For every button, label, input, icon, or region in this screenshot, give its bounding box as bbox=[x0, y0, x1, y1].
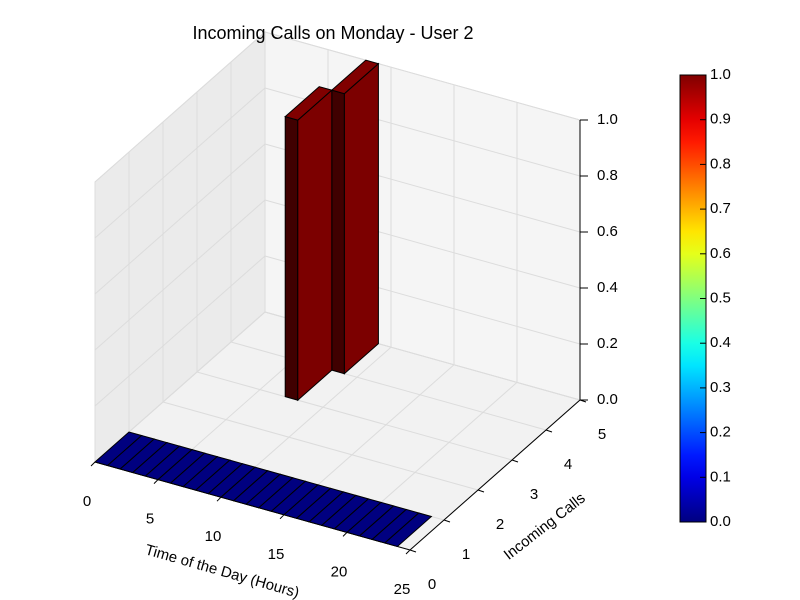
colorbar-tick-label: 0.9 bbox=[710, 111, 731, 128]
x-tick bbox=[405, 549, 411, 555]
x-tick-label: 5 bbox=[146, 511, 154, 528]
colorbar-tick-label: 0.1 bbox=[710, 468, 731, 485]
grid-line bbox=[94, 199, 266, 351]
colorbar-tick-label: 0.6 bbox=[710, 245, 731, 262]
grid-line bbox=[94, 255, 266, 407]
grid-line bbox=[162, 401, 479, 491]
y-tick-label: 5 bbox=[598, 426, 606, 443]
colorbar-tick-label: 0.3 bbox=[710, 379, 731, 396]
x-tick bbox=[342, 532, 348, 537]
colorbar-tick-label: 0.4 bbox=[710, 334, 731, 351]
y-tick bbox=[511, 459, 519, 463]
grid-line bbox=[230, 341, 547, 431]
bar bbox=[383, 512, 433, 548]
y-tick bbox=[545, 429, 553, 433]
bar-front bbox=[331, 89, 345, 375]
colorbar-tick-label: 0.0 bbox=[710, 513, 731, 530]
bars bbox=[93, 59, 433, 548]
z-tick-label: 0.4 bbox=[597, 279, 618, 296]
x-tick-label: 20 bbox=[331, 563, 348, 580]
x-tick-label: 25 bbox=[394, 581, 411, 598]
x-tick-label: 15 bbox=[268, 546, 285, 563]
x-tick bbox=[216, 496, 222, 502]
bar-top bbox=[383, 512, 433, 548]
x-tick bbox=[153, 479, 159, 484]
colorbar-tick-label: 0.5 bbox=[710, 289, 731, 306]
y-tick-label: 4 bbox=[564, 456, 572, 473]
colorbar-tick-label: 1.0 bbox=[710, 66, 731, 83]
x-tick-label: 0 bbox=[83, 493, 91, 510]
y-tick-label: 1 bbox=[462, 546, 470, 563]
axis-line bbox=[409, 399, 581, 551]
bar-front bbox=[284, 115, 299, 401]
bar bbox=[284, 86, 333, 402]
colorbar-tick-label: 0.8 bbox=[710, 155, 731, 172]
y-tick bbox=[409, 549, 417, 553]
y-tick-label: 0 bbox=[428, 576, 436, 593]
z-tick-label: 0.6 bbox=[597, 223, 618, 240]
y-axis-label: Incoming Calls bbox=[501, 490, 589, 564]
x-tick-label: 10 bbox=[205, 528, 222, 545]
grid-line bbox=[94, 143, 266, 295]
grid-line bbox=[264, 31, 581, 121]
bar bbox=[330, 59, 380, 375]
z-tick-label: 0.0 bbox=[597, 391, 618, 408]
z-tick-label: 0.2 bbox=[597, 335, 618, 352]
chart-title: Incoming Calls on Monday - User 2 bbox=[192, 23, 473, 43]
y-tick bbox=[477, 489, 485, 493]
colorbar-tick-label: 0.2 bbox=[710, 424, 731, 441]
y-tick bbox=[443, 519, 451, 523]
bar-top bbox=[284, 86, 333, 121]
x-tick bbox=[90, 461, 96, 467]
grid-line bbox=[94, 87, 266, 239]
grid-line bbox=[94, 31, 266, 183]
z-tick-label: 0.8 bbox=[597, 167, 618, 184]
z-tick-label: 1.0 bbox=[597, 111, 618, 128]
colorbar-tick-label: 0.7 bbox=[710, 200, 731, 217]
bar-top bbox=[330, 59, 380, 95]
y-tick-label: 2 bbox=[496, 516, 504, 533]
bar-side bbox=[343, 62, 379, 375]
grid-line bbox=[196, 371, 513, 461]
x-tick bbox=[279, 514, 285, 520]
y-tick-label: 3 bbox=[530, 486, 538, 503]
bar-side bbox=[297, 89, 333, 402]
